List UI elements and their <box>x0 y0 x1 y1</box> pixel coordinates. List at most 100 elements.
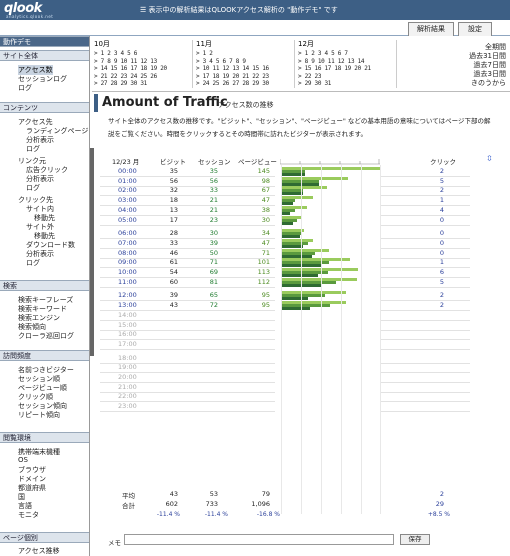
sidebar-item-country[interactable]: 国 <box>18 493 25 501</box>
sidebar-item-downloads[interactable]: ダウンロード数 <box>26 241 75 249</box>
sidebar-item-crawler-log[interactable]: クローラ巡回ログ <box>18 332 74 340</box>
memo-input[interactable] <box>124 534 394 545</box>
calendar-week[interactable]: > 8 9 10 11 12 13 14 <box>298 57 365 65</box>
period-7-days[interactable]: 過去7日間 <box>473 61 506 69</box>
sidebar-item-engine[interactable]: 検索エンジン <box>18 314 60 322</box>
sidebar-item-landing[interactable]: ランディングページ <box>26 127 89 135</box>
calendar-week[interactable]: > 14 15 16 17 18 19 20 <box>94 65 167 73</box>
time-link[interactable]: 03:00 <box>118 196 137 205</box>
sidebar-item-move-dest[interactable]: 移動先 <box>34 214 55 222</box>
sidebar-item-move-dest[interactable]: 移動先 <box>34 232 55 240</box>
time-link[interactable]: 04:00 <box>118 205 137 214</box>
time-link[interactable]: 08:00 <box>118 248 137 257</box>
sidebar-item-mobile[interactable]: 携帯端末機種 <box>18 448 60 456</box>
click-cell[interactable]: 2 <box>439 186 444 195</box>
save-button[interactable]: 保存 <box>400 534 430 545</box>
calendar-week[interactable]: > 1 2 <box>196 50 213 57</box>
sidebar-item-log[interactable]: ログ <box>26 184 40 192</box>
time-link[interactable]: 00:00 <box>118 167 137 175</box>
sort-arrow-icon[interactable]: ⇳ <box>486 154 493 163</box>
click-cell[interactable]: 0 <box>439 229 444 238</box>
click-cell[interactable]: 0 <box>439 248 444 257</box>
calendar-week[interactable]: > 24 25 26 27 28 29 30 <box>196 80 269 88</box>
click-cell[interactable]: 0 <box>439 238 444 247</box>
click-cell[interactable]: 2 <box>439 301 444 310</box>
sidebar-item-log[interactable]: ログ <box>18 84 32 92</box>
calendar-week[interactable]: > 7 8 9 10 11 12 13 <box>94 57 157 65</box>
sidebar-item-by-pageview[interactable]: ページビュー順 <box>18 384 67 392</box>
calendar-week[interactable]: > 22 23 <box>298 72 322 80</box>
time-link[interactable]: 07:00 <box>118 238 137 247</box>
period-3-days[interactable]: 過去3日間 <box>473 70 506 78</box>
sidebar-item-outside-site[interactable]: サイト外 <box>26 223 54 231</box>
time-link[interactable]: 11:00 <box>118 277 137 286</box>
tab-results[interactable]: 解析結果 <box>408 22 454 36</box>
time-link[interactable]: 06:00 <box>118 229 137 238</box>
calendar-october: 10月 > 1 2 3 4 5 6 > 7 8 9 10 11 12 13 > … <box>94 39 194 88</box>
sidebar-item-by-session[interactable]: セッション順 <box>18 375 60 383</box>
sidebar-item-monitor[interactable]: モニタ <box>18 511 39 519</box>
time-link[interactable]: 13:00 <box>118 301 137 310</box>
sidebar-item-analysis[interactable]: 分析表示 <box>26 250 54 258</box>
sidebar-item-named-visitor[interactable]: 名前つきビジター <box>18 366 74 374</box>
click-cell[interactable]: 1 <box>439 196 444 205</box>
period-all[interactable]: 全期間 <box>485 43 506 51</box>
sidebar-item-keyword[interactable]: 検索キーワード <box>18 305 67 313</box>
sidebar-item-page-trend[interactable]: アクセス推移 <box>18 547 60 555</box>
left-scroll-indicator[interactable] <box>90 148 94 356</box>
calendar-week[interactable]: > 17 18 19 20 21 22 23 <box>196 72 269 80</box>
sidebar-item-access-count[interactable]: アクセス数 <box>18 65 53 75</box>
sidebar-item-click-dest[interactable]: クリック先 <box>18 196 53 204</box>
sidebar-item-log[interactable]: ログ <box>26 145 40 153</box>
sidebar-item-repeat-trend[interactable]: リピート傾向 <box>18 411 60 419</box>
sidebar-item-os[interactable]: OS <box>18 456 28 464</box>
sidebar-item-language[interactable]: 言語 <box>18 502 32 510</box>
time-link: 22:00 <box>118 392 137 401</box>
click-cell[interactable]: 2 <box>439 167 444 175</box>
sidebar-item-prefecture[interactable]: 都道府県 <box>18 484 46 492</box>
calendar-week[interactable]: > 1 2 3 4 5 6 <box>94 50 138 57</box>
visit-header[interactable]: ビジット <box>160 158 186 166</box>
sidebar-item-inside-site[interactable]: サイト内 <box>26 205 54 213</box>
calendar-week[interactable]: > 10 11 12 13 14 15 16 <box>196 65 269 73</box>
sidebar-item-log[interactable]: ログ <box>26 259 40 267</box>
period-since-yesterday[interactable]: きのうから <box>471 79 506 87</box>
click-cell[interactable]: 6 <box>439 268 444 276</box>
calendar-week[interactable]: > 29 30 31 <box>298 80 332 88</box>
click-cell[interactable]: 5 <box>439 277 444 286</box>
sidebar-item-by-click[interactable]: クリック順 <box>18 393 53 401</box>
time-link[interactable]: 12:00 <box>118 291 137 300</box>
calendar-week[interactable]: > 1 2 3 4 5 6 7 <box>298 50 348 57</box>
sidebar-item-session-log[interactable]: セッションログ <box>18 75 67 83</box>
session-header[interactable]: セッション <box>198 158 231 166</box>
click-cell[interactable]: 5 <box>439 176 444 185</box>
sidebar-item-session-trend[interactable]: セッション傾向 <box>18 402 67 410</box>
click-cell[interactable]: 0 <box>439 215 444 224</box>
sidebar-item-analysis[interactable]: 分析表示 <box>26 175 54 183</box>
tab-settings[interactable]: 設定 <box>458 22 492 36</box>
time-link[interactable]: 01:00 <box>118 176 137 185</box>
click-cell[interactable]: 1 <box>439 258 444 267</box>
qlook-logo[interactable]: qlook <box>4 1 42 16</box>
calendar-week[interactable]: > 15 16 17 18 19 20 21 <box>298 65 371 73</box>
time-link[interactable]: 09:00 <box>118 258 137 267</box>
calendar-week[interactable]: > 27 28 29 30 31 <box>94 80 147 88</box>
sidebar-item-analysis[interactable]: 分析表示 <box>26 136 54 144</box>
sidebar-item-access-dest[interactable]: アクセス先 <box>18 118 53 126</box>
time-link[interactable]: 02:00 <box>118 186 137 195</box>
sidebar-item-keyphrase[interactable]: 検索キーフレーズ <box>18 296 74 304</box>
time-link[interactable]: 05:00 <box>118 215 137 224</box>
sidebar-item-ad-click[interactable]: 広告クリック <box>26 166 68 174</box>
click-header[interactable]: クリック <box>430 158 456 166</box>
click-cell[interactable]: 4 <box>439 205 444 214</box>
sidebar-item-search-trend[interactable]: 検索傾向 <box>18 323 46 331</box>
pageview-header[interactable]: ページビュー <box>238 158 277 166</box>
sidebar-item-referrer[interactable]: リンク元 <box>18 157 46 165</box>
sidebar-item-browser[interactable]: ブラウザ <box>18 466 46 474</box>
sidebar-item-domain[interactable]: ドメイン <box>18 475 46 483</box>
calendar-week[interactable]: > 21 22 23 24 25 26 <box>94 72 157 80</box>
period-31-days[interactable]: 過去31日間 <box>469 52 506 60</box>
time-link[interactable]: 10:00 <box>118 268 137 276</box>
click-cell[interactable]: 2 <box>439 291 444 300</box>
calendar-week[interactable]: > 3 4 5 6 7 8 9 <box>196 57 246 65</box>
